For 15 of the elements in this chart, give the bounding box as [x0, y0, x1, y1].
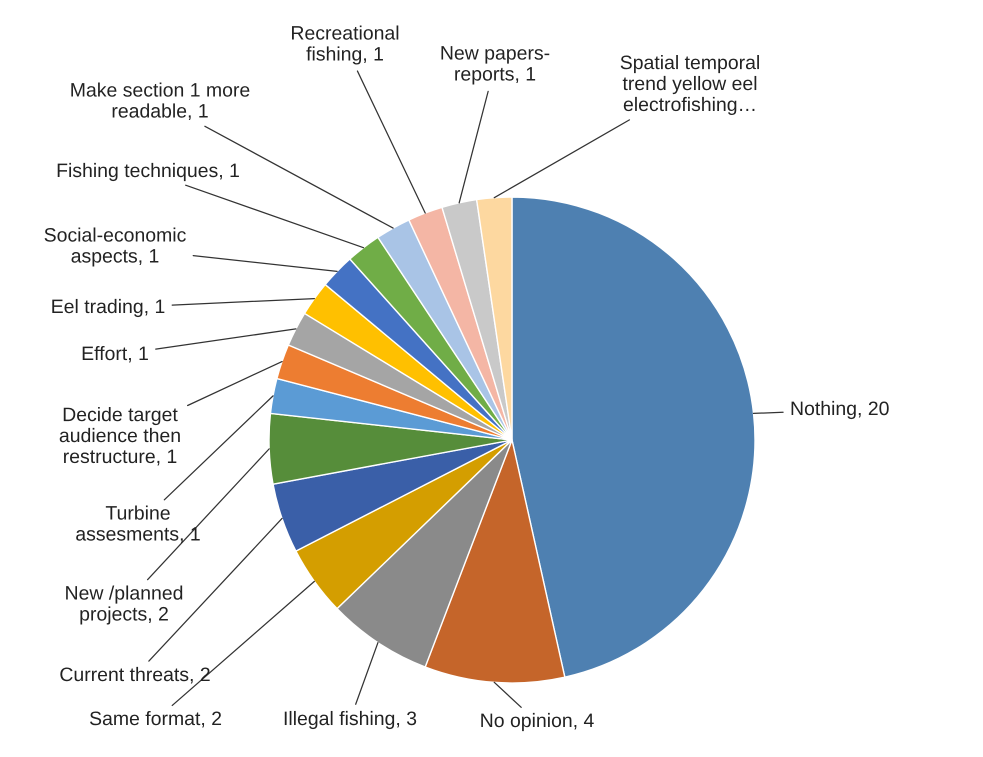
slice-label: New papers- reports, 1 [441, 46, 550, 85]
slice-label: Recreational fishing, 1 [292, 25, 398, 65]
slice-label: Spatial temporal trend yellow eel electrofishing… [620, 54, 759, 116]
slice-label: Fishing techniques, 1 [58, 162, 239, 182]
slice-label: Effort, 1 [82, 346, 148, 363]
slice-label: New /planned projects, 2 [66, 585, 182, 625]
slice-label: Illegal fishing, 3 [284, 710, 416, 730]
slice-label: Make section 1 more readable, 1 [71, 82, 250, 120]
slice-label: No opinion, 4 [481, 712, 594, 732]
slice-label: Nothing, 20 [792, 400, 889, 420]
slice-label: Social-economic aspects, 1 [44, 227, 186, 267]
slice-label: Eel trading, 1 [52, 298, 164, 318]
slice-label: Same format, 2 [90, 710, 222, 728]
slice-label: Decide target audience then restructure, 1 [60, 406, 180, 466]
slice-label: Turbine assesments, 1 [76, 505, 200, 543]
